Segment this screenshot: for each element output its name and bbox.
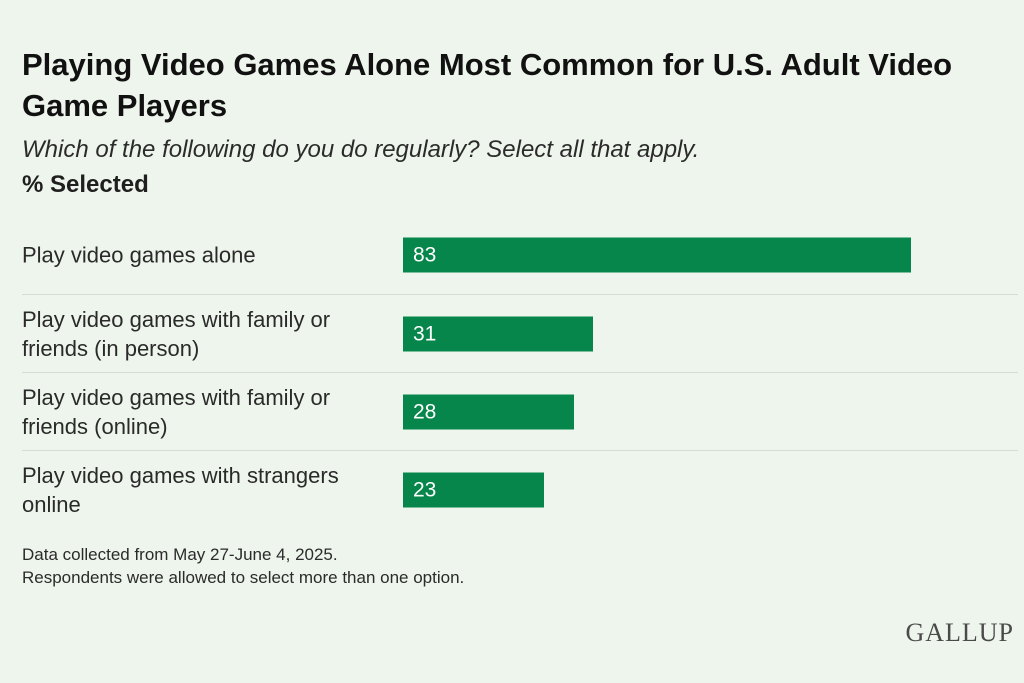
footnote-multiple-selection: Respondents were allowed to select more …	[22, 568, 465, 587]
category-label: Play video games with family or friends …	[22, 307, 331, 361]
footnote-dates: Data collected from May 27-June 4, 2025.	[22, 545, 338, 564]
chart-title: Playing Video Games Alone Most Common fo…	[22, 47, 953, 123]
bar: 83	[403, 237, 911, 273]
bar-row: Play video games with family or friends …	[22, 294, 1018, 373]
bar-row: Play video games with strangers online 23	[22, 450, 1018, 529]
bar-value-label: 83	[413, 243, 437, 266]
bar-row: Play video games with family or friends …	[22, 372, 1018, 451]
bar: 23	[403, 472, 544, 508]
category-label: Play video games with family or friends …	[22, 385, 331, 439]
gallup-logo: GALLUP	[905, 618, 1014, 647]
bar: 28	[403, 394, 575, 430]
bar: 31	[403, 316, 593, 352]
bar-value-label: 28	[413, 400, 437, 423]
footnotes: Data collected from May 27-June 4, 2025.…	[22, 543, 464, 589]
bar-chart: Play video games alone 83 Play video games…	[22, 216, 1018, 520]
chart-subtitle: Which of the following do you do regular…	[22, 136, 700, 163]
bar-row: Play video games alone 83	[22, 216, 1018, 294]
unit-label: % Selected	[22, 171, 149, 198]
bar-value-label: 31	[413, 322, 437, 345]
category-label: Play video games alone	[22, 242, 256, 268]
category-label: Play video games with strangers online	[22, 463, 339, 517]
bar-value-label: 23	[413, 478, 437, 501]
